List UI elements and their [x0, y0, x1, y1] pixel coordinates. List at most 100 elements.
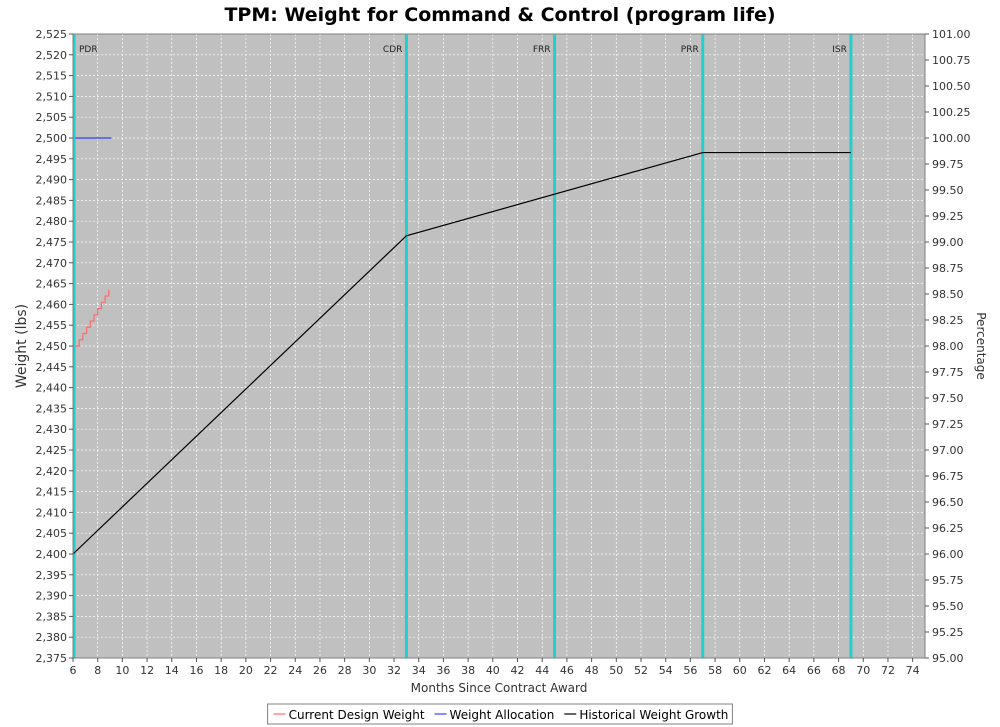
- grid-lines: [72, 33, 925, 659]
- y-tick-label: 2,385: [36, 610, 68, 623]
- y2-tick-label: 99.50: [932, 184, 964, 197]
- y-tick-label: 2,420: [36, 465, 68, 478]
- y2-tick-label: 99.00: [932, 236, 964, 249]
- x-tick-label: 60: [733, 664, 747, 677]
- y2-tick-label: 95.00: [932, 652, 964, 665]
- y2-tick-label: 95.75: [932, 574, 964, 587]
- x-tick-label: 14: [165, 664, 179, 677]
- milestone-label: PRR: [681, 45, 699, 55]
- x-tick-label: 66: [807, 664, 821, 677]
- y2-tick-label: 97.00: [932, 444, 964, 457]
- y-tick-label: 2,430: [36, 423, 68, 436]
- y2-tick-label: 98.25: [932, 314, 964, 327]
- x-tick-label: 32: [387, 664, 401, 677]
- y-tick-label: 2,390: [36, 590, 68, 603]
- y-tick-label: 2,510: [36, 90, 68, 103]
- y-tick-label: 2,500: [36, 132, 68, 145]
- chart-title: TPM: Weight for Command & Control (progr…: [224, 4, 775, 26]
- legend-label: Weight Allocation: [450, 708, 555, 722]
- series-line-current-design-weight: [75, 289, 110, 347]
- y2-tick-label: 96.00: [932, 548, 964, 561]
- y-tick-label: 2,445: [36, 361, 68, 374]
- y2-tick-label: 101.00: [932, 28, 971, 41]
- y2-tick-label: 96.75: [932, 470, 964, 483]
- y2-tick-label: 96.50: [932, 496, 964, 509]
- y-tick-label: 2,470: [36, 257, 68, 270]
- x-tick-label: 44: [535, 664, 549, 677]
- y2-tick-label: 100.25: [932, 106, 971, 119]
- y2-tick-label: 95.50: [932, 600, 964, 613]
- y2-tick-label: 97.25: [932, 418, 964, 431]
- x-tick-label: 12: [140, 664, 154, 677]
- y2-tick-label: 100.00: [932, 132, 971, 145]
- y-tick-label: 2,455: [36, 319, 68, 332]
- x-tick-label: 58: [708, 664, 722, 677]
- y-tick-label: 2,475: [36, 236, 68, 249]
- x-tick-label: 74: [906, 664, 920, 677]
- milestone-lines: PDR CDR FRR PRR ISR: [72, 34, 853, 658]
- y2-tick-label: 100.50: [932, 80, 971, 93]
- y-tick-label: 2,515: [36, 70, 68, 83]
- y-tick-label: 2,450: [36, 340, 68, 353]
- y2-tick-label: 97.75: [932, 366, 964, 379]
- y-tick-label: 2,435: [36, 402, 68, 415]
- x-tick-label: 46: [560, 664, 574, 677]
- y-tick-label: 2,425: [36, 444, 68, 457]
- x-tick-label: 68: [832, 664, 846, 677]
- y-tick-label: 2,520: [36, 49, 68, 62]
- x-tick-label: 40: [486, 664, 500, 677]
- y-tick-label: 2,525: [36, 28, 68, 41]
- y-axis-label: Weight (lbs): [14, 304, 30, 388]
- milestone-label: PDR: [79, 45, 98, 55]
- y2-tick-label: 99.75: [932, 158, 964, 171]
- milestone-label: CDR: [383, 45, 402, 55]
- y2-tick-label: 98.50: [932, 288, 964, 301]
- x-tick-label: 30: [362, 664, 376, 677]
- x-axis: 6 8 10 12 14 16 18 20 22 24 26 28 30 32 34 36 38 40 42 44 46…: [70, 658, 920, 677]
- x-tick-label: 48: [585, 664, 599, 677]
- y-tick-label: 2,405: [36, 527, 68, 540]
- y-axis-right: 95.00 95.25 95.50 95.75 96.00 96.25 96.50 96.75…: [925, 28, 971, 665]
- milestone-label: ISR: [832, 45, 847, 55]
- x-tick-label: 56: [683, 664, 697, 677]
- x-tick-label: 24: [288, 664, 302, 677]
- x-tick-label: 64: [782, 664, 796, 677]
- y-tick-label: 2,395: [36, 569, 68, 582]
- legend: Current Design Weight Weight Allocation Hi…: [267, 703, 733, 725]
- y2-tick-label: 96.25: [932, 522, 964, 535]
- x-tick-label: 70: [856, 664, 870, 677]
- legend-label: Current Design Weight: [289, 708, 425, 722]
- series-line-historical-weight-growth: [72, 151, 851, 555]
- x-tick-label: 20: [239, 664, 253, 677]
- x-tick-label: 18: [214, 664, 228, 677]
- milestone-label: FRR: [533, 45, 551, 55]
- x-tick-label: 8: [94, 664, 101, 677]
- x-tick-label: 50: [609, 664, 623, 677]
- y-axis-left: 2,375 2,380 2,385 2,390 2,395 2,400 2,405 2,410…: [36, 28, 73, 665]
- y-tick-label: 2,505: [36, 111, 68, 124]
- x-tick-label: 34: [412, 664, 426, 677]
- y-tick-label: 2,465: [36, 278, 68, 291]
- x-tick-label: 22: [264, 664, 278, 677]
- x-tick-label: 52: [634, 664, 648, 677]
- y-tick-label: 2,480: [36, 215, 68, 228]
- x-tick-label: 54: [659, 664, 673, 677]
- x-tick-label: 10: [115, 664, 129, 677]
- y-tick-label: 2,495: [36, 153, 68, 166]
- x-tick-label: 26: [313, 664, 327, 677]
- x-tick-label: 16: [189, 664, 203, 677]
- x-tick-label: 38: [461, 664, 475, 677]
- y2-tick-label: 98.75: [932, 262, 964, 275]
- y-tick-label: 2,410: [36, 506, 68, 519]
- y-tick-label: 2,440: [36, 382, 68, 395]
- data-series: [72, 137, 851, 555]
- y2-tick-label: 95.25: [932, 626, 964, 639]
- y2-tick-label: 98.00: [932, 340, 964, 353]
- y-tick-label: 2,415: [36, 486, 68, 499]
- y2-tick-label: 99.25: [932, 210, 964, 223]
- y2-tick-label: 97.50: [932, 392, 964, 405]
- y2-tick-label: 100.75: [932, 54, 971, 67]
- x-tick-label: 42: [511, 664, 525, 677]
- x-tick-label: 62: [757, 664, 771, 677]
